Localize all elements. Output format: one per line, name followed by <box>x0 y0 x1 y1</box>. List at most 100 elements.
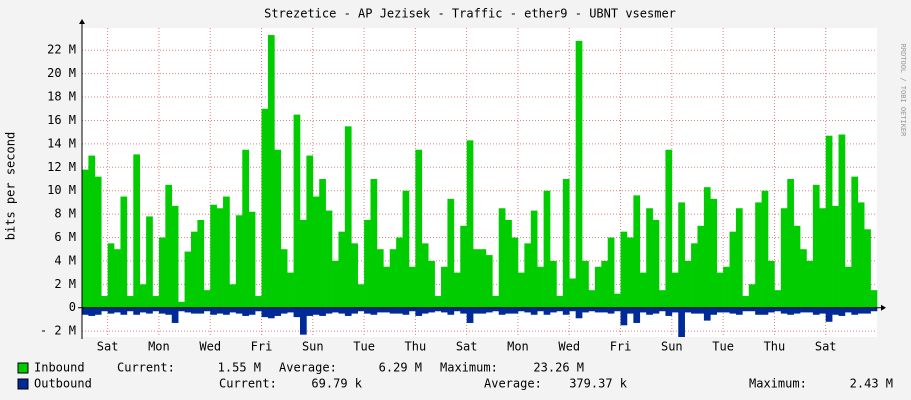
y-tick-label: 16 M <box>47 113 76 127</box>
bar <box>178 301 185 308</box>
bar <box>614 293 621 308</box>
bar <box>351 243 358 308</box>
bar <box>357 284 365 308</box>
bar <box>646 307 653 315</box>
bar <box>453 272 461 308</box>
bar <box>851 307 859 315</box>
bar <box>588 290 596 308</box>
bar <box>428 307 435 313</box>
bar <box>716 307 724 313</box>
bar <box>864 307 871 314</box>
bar <box>364 219 371 308</box>
bar <box>607 307 615 314</box>
bar <box>203 307 211 312</box>
bar <box>735 208 743 308</box>
legend-swatch <box>17 362 29 374</box>
bar <box>261 307 269 318</box>
legend-text: Average: <box>279 361 337 375</box>
legend-text: Maximum: <box>749 377 807 391</box>
bar <box>107 243 115 308</box>
legend-text: Outbound <box>34 377 92 391</box>
bar <box>787 178 794 308</box>
bar <box>248 211 256 308</box>
bar <box>748 284 756 308</box>
bar <box>248 307 256 315</box>
bar <box>447 307 455 315</box>
bar <box>267 307 275 319</box>
bar <box>697 225 705 308</box>
bar <box>691 307 698 314</box>
bar <box>639 272 647 308</box>
y-axis-label: bits per second <box>4 132 18 240</box>
legend-text: Current: <box>219 377 277 391</box>
bar <box>299 307 307 335</box>
bar <box>152 296 160 308</box>
bar <box>710 198 718 308</box>
bar <box>678 307 685 337</box>
bar <box>434 307 442 312</box>
bar <box>793 225 801 308</box>
legend-text: 69.79 k <box>311 377 362 391</box>
bar <box>492 296 500 308</box>
bar <box>466 140 474 308</box>
bar <box>460 307 467 314</box>
bar <box>550 260 557 308</box>
bar <box>274 307 282 316</box>
legend-text: 1.55 M <box>218 361 261 375</box>
bar <box>306 307 314 316</box>
bar <box>761 307 769 315</box>
bar <box>537 266 544 308</box>
bar <box>408 307 416 312</box>
bar <box>659 307 666 312</box>
bar <box>229 284 237 308</box>
bar <box>126 307 134 312</box>
bar <box>274 149 282 308</box>
bar <box>530 307 538 315</box>
bar <box>190 231 198 308</box>
bar <box>370 307 378 315</box>
y-tick-label: 14 M <box>47 136 76 150</box>
bar <box>639 307 647 313</box>
x-tick-label: Thu <box>405 340 427 354</box>
bar <box>678 202 685 308</box>
y-tick-label: 22 M <box>47 43 76 57</box>
x-tick-label: Fri <box>251 340 273 354</box>
bar <box>774 307 782 312</box>
bar <box>857 307 865 314</box>
bar <box>575 307 583 319</box>
bar <box>800 307 807 313</box>
bar <box>594 307 602 313</box>
bar <box>742 307 750 312</box>
bar <box>82 307 89 315</box>
bar <box>441 266 448 308</box>
bar <box>517 272 525 308</box>
x-tick-label: Tue <box>712 340 734 354</box>
bar <box>203 290 211 308</box>
bar <box>338 231 346 308</box>
bar <box>447 198 455 308</box>
bar <box>723 266 730 308</box>
bar <box>441 307 448 313</box>
bar <box>389 249 397 308</box>
bar <box>716 272 724 308</box>
y-tick-label: 0 <box>69 300 76 314</box>
bar <box>332 260 339 308</box>
bar <box>396 237 403 308</box>
bar <box>703 307 711 321</box>
bar <box>633 195 641 308</box>
bar <box>505 307 512 314</box>
bar <box>768 260 775 308</box>
bar <box>825 135 833 308</box>
bar <box>210 307 217 315</box>
bar <box>479 307 487 314</box>
legend-text: 6.29 M <box>379 361 422 375</box>
bar <box>556 296 564 308</box>
bar <box>729 231 737 308</box>
bar <box>812 307 820 315</box>
bar <box>633 307 641 323</box>
x-tick-label: Wed <box>199 340 221 354</box>
bar <box>537 307 544 312</box>
bar <box>376 249 384 308</box>
bar <box>396 307 403 314</box>
bar <box>460 225 467 308</box>
